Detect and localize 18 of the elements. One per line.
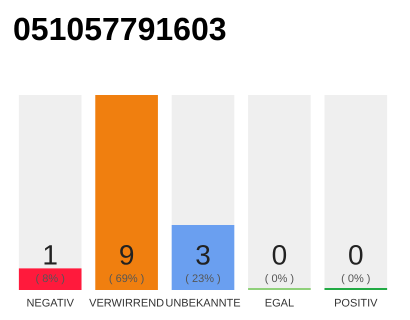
bar (18, 268, 82, 290)
chart-title: 051057791603 (13, 11, 227, 47)
x-tick-label: UNBEKANNTE (165, 298, 241, 310)
data-label: 9 ( 69% ) (108, 240, 144, 285)
bar (172, 225, 234, 290)
data-label: 1 ( 8% ) (36, 240, 65, 285)
x-tick-label: VERWIRREND (89, 298, 164, 310)
bar (324, 95, 388, 290)
data-label: 3 ( 23% ) (185, 240, 221, 285)
x-tick-label: NEGATIV (26, 298, 75, 310)
x-tick-label: EGAL (264, 298, 294, 310)
data-label: 0 ( 0% ) (341, 240, 370, 285)
bar (95, 95, 158, 290)
x-tick-label: POSITIV (334, 298, 378, 310)
bar (248, 95, 311, 290)
bar (18, 95, 82, 268)
data-label: 0 ( 0% ) (264, 240, 294, 285)
bar (172, 95, 234, 225)
